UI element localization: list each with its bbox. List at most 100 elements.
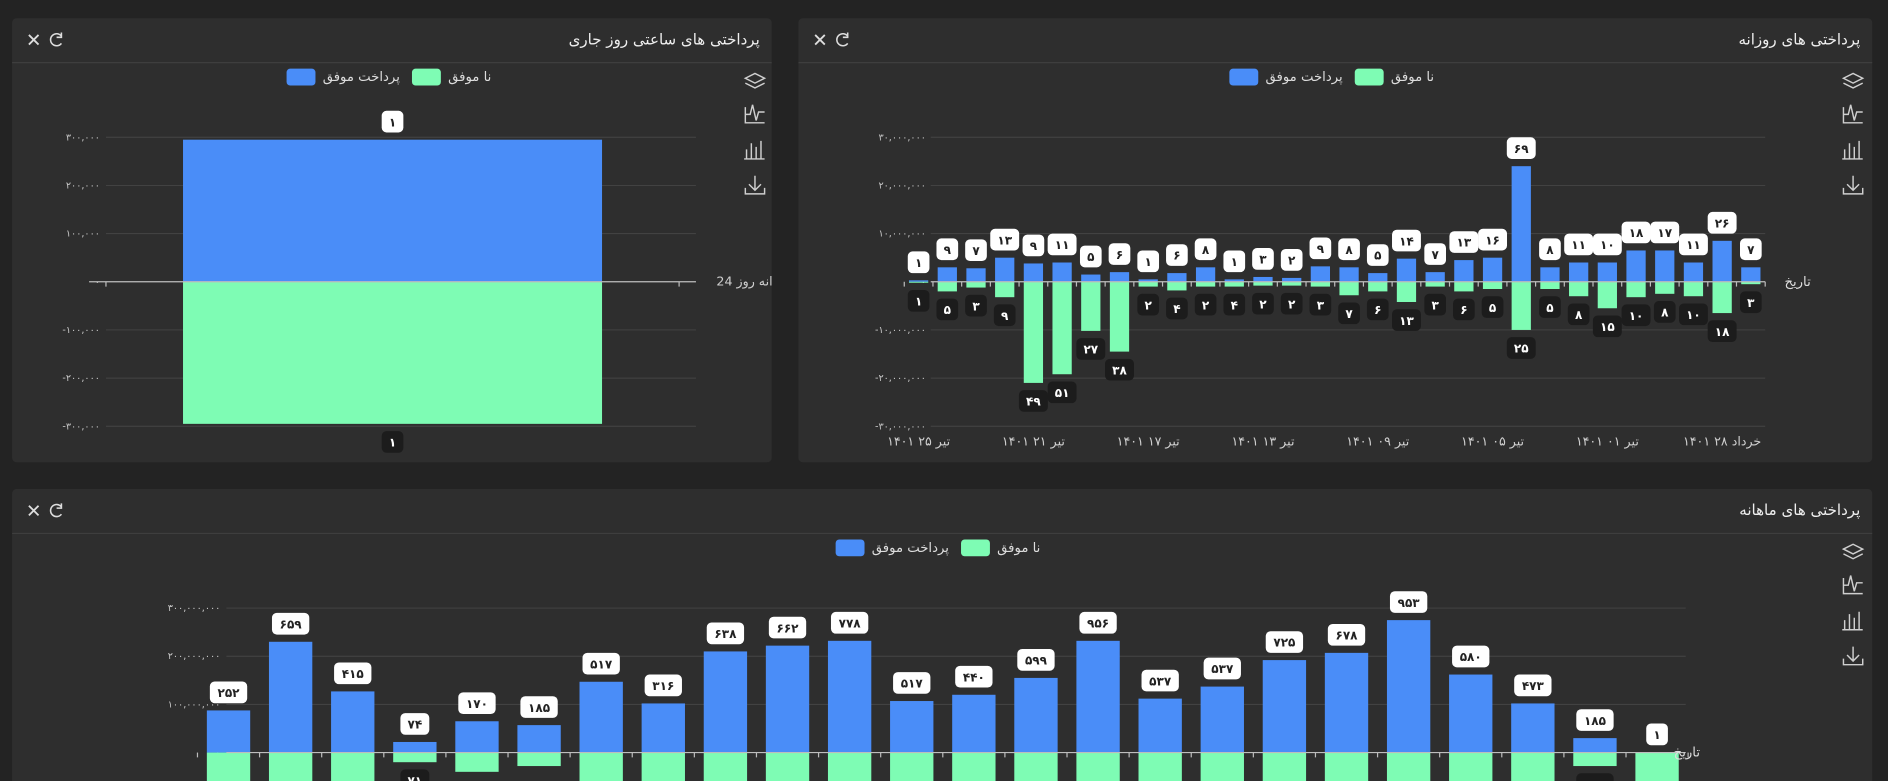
- line-icon[interactable]: [1842, 104, 1863, 124]
- line-icon[interactable]: [1842, 575, 1863, 595]
- legend-label[interactable]: پرداخت موفق: [1265, 70, 1343, 85]
- bar: [1540, 267, 1560, 282]
- data-label-box: [1203, 657, 1241, 680]
- layers-icon[interactable]: [1841, 72, 1865, 89]
- data-label-box: [1506, 337, 1536, 359]
- download-icon[interactable]: [1842, 175, 1864, 195]
- data-label-box: [1327, 623, 1366, 646]
- legend-swatch[interactable]: [1354, 68, 1384, 86]
- data-label: ۱۰: [1629, 309, 1644, 323]
- bar: [1138, 279, 1158, 282]
- data-label: ۶: [1173, 249, 1180, 263]
- y-tick-label: ۱۰,۰۰۰,۰۰۰: [878, 229, 925, 240]
- data-label-box: [1076, 338, 1106, 360]
- bar: [1425, 272, 1445, 282]
- data-label: ۸: [1575, 308, 1583, 322]
- data-label: ۳۸: [1112, 363, 1127, 377]
- data-label-box: [1022, 234, 1045, 257]
- legend-label[interactable]: پرداخت موفق: [323, 70, 401, 85]
- legend-swatch[interactable]: [411, 68, 441, 86]
- bar: [1626, 281, 1646, 298]
- data-label: ۵۸۰: [1460, 650, 1482, 664]
- download-icon[interactable]: [1842, 646, 1864, 666]
- bar: [1200, 686, 1244, 753]
- legend-label[interactable]: پرداخت موفق: [872, 541, 950, 556]
- data-label-box: [1576, 773, 1614, 781]
- data-label-box: [1265, 631, 1304, 653]
- data-label: ۱۰: [1686, 308, 1701, 322]
- bar: [393, 752, 437, 763]
- data-label: ۹: [1030, 239, 1038, 253]
- panel: پرداختی های ساعتی روز جاری پرداخت موفق نا …: [12, 18, 772, 463]
- data-label: ۳: [1747, 296, 1755, 310]
- data-label-box: [1650, 221, 1680, 244]
- bar: [1449, 674, 1493, 753]
- data-label: ۸: [1661, 306, 1669, 320]
- data-label: ۲۷: [1083, 343, 1098, 357]
- data-label: ۷: [1431, 248, 1439, 262]
- data-label: ۵۹۹: [1025, 654, 1048, 668]
- data-label-box: [1280, 292, 1303, 315]
- refresh-button[interactable]: [49, 32, 63, 47]
- bar: [1081, 281, 1101, 331]
- data-label-box: [1621, 221, 1651, 244]
- close-button[interactable]: [28, 34, 40, 46]
- line-icon[interactable]: [744, 104, 765, 124]
- bar: [1573, 738, 1617, 753]
- data-label-box: [582, 652, 620, 675]
- data-label: ۴۹: [1026, 395, 1041, 409]
- close-button[interactable]: [814, 34, 826, 46]
- data-label-box: [1047, 381, 1077, 404]
- bar: [1138, 752, 1182, 781]
- x-tick-label: خرداد ۲۸ ۱۴۰۱: [1683, 433, 1761, 449]
- data-label: ۳۱۶: [652, 679, 674, 693]
- data-label-box: [893, 672, 931, 694]
- data-label-box: [400, 769, 430, 781]
- legend-swatch[interactable]: [1229, 68, 1259, 86]
- layers-icon[interactable]: [743, 72, 767, 89]
- data-label-box: [1539, 238, 1561, 261]
- data-label-box: [1079, 245, 1102, 268]
- layers-icon[interactable]: [1841, 543, 1865, 560]
- data-label-box: [1424, 243, 1447, 265]
- bar: [517, 752, 561, 767]
- data-label: ۲۵۲: [218, 686, 241, 700]
- bar-icon[interactable]: [1842, 140, 1863, 160]
- legend-label[interactable]: نا موفق: [1391, 70, 1434, 85]
- x-tick-label: تیر ۲۵ ۱۴۰۱: [887, 433, 950, 449]
- data-label: ۴۴۰: [963, 670, 985, 684]
- data-label: ۱۰: [1600, 238, 1615, 252]
- x-tick-label: تیر ۰۵ ۱۴۰۱: [1461, 433, 1524, 449]
- data-label-box: [768, 616, 807, 639]
- bar: [1741, 281, 1761, 285]
- data-label: ۱۸۵: [528, 701, 550, 715]
- data-label-box: [381, 110, 404, 133]
- legend-label[interactable]: نا موفق: [997, 541, 1040, 556]
- data-label-box: [381, 431, 404, 453]
- y-tick-label: ۳۰۰,۰۰۰: [66, 132, 100, 143]
- bar: [1023, 263, 1044, 282]
- y-tick-label: ۲۰۰,۰۰۰: [66, 180, 100, 191]
- bar: [1449, 752, 1493, 781]
- bar-icon[interactable]: [744, 140, 765, 160]
- data-label: ۱۵: [1600, 320, 1615, 334]
- bar: [1195, 267, 1216, 282]
- refresh-button[interactable]: [836, 32, 849, 47]
- legend-swatch[interactable]: [835, 539, 865, 557]
- bar: [1339, 281, 1359, 296]
- legend-swatch[interactable]: [286, 68, 316, 86]
- refresh-button[interactable]: [49, 503, 63, 518]
- bar: [1396, 258, 1417, 282]
- legend-swatch[interactable]: [961, 539, 990, 557]
- legend-label[interactable]: نا موفق: [448, 70, 491, 85]
- data-label: ۱: [389, 436, 396, 450]
- bar: [703, 752, 748, 781]
- bar: [1109, 281, 1130, 352]
- bar-icon[interactable]: [1842, 611, 1863, 631]
- download-icon[interactable]: [744, 175, 766, 195]
- data-label: ۳: [1431, 298, 1439, 312]
- bar: [1368, 273, 1388, 282]
- data-label: ۶۶۲: [777, 621, 800, 635]
- close-button[interactable]: [28, 505, 40, 517]
